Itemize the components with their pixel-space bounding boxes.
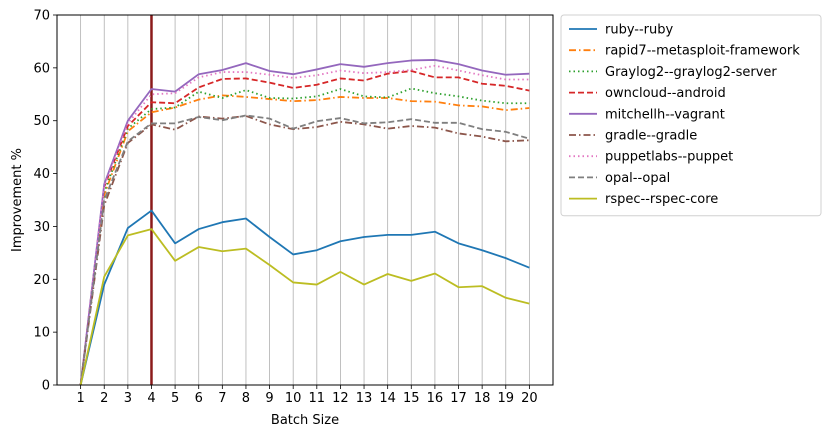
vertical-grid xyxy=(80,15,530,385)
series-line-puppetlabs-puppet xyxy=(79,64,530,386)
series-line-mitchellh-vagrant xyxy=(79,59,530,386)
legend-label: ruby--ruby xyxy=(605,23,674,38)
series-line-opal-opal xyxy=(79,114,530,386)
y-tick-label: 10 xyxy=(33,326,50,341)
x-tick-label: 1 xyxy=(76,391,84,406)
y-tick-label: 20 xyxy=(33,273,50,288)
plot-frame xyxy=(56,14,554,386)
x-tick-label: 5 xyxy=(171,391,179,406)
series-lines xyxy=(79,59,530,386)
legend-label: mitchellh--vagrant xyxy=(605,107,725,122)
legend-label: rapid7--metasploit-framework xyxy=(605,44,800,59)
x-tick-label: 20 xyxy=(521,391,538,406)
legend-box xyxy=(560,14,822,217)
x-tick-label: 11 xyxy=(309,391,326,406)
series-line-rapid7-metasploit-framework xyxy=(79,94,530,386)
legend-label: opal--opal xyxy=(605,171,670,186)
x-tick-label: 13 xyxy=(356,391,373,406)
series-line-graylog2-graylog2-server xyxy=(79,87,530,386)
x-tick-label: 8 xyxy=(242,391,250,406)
series-line-owncloud-android xyxy=(79,70,530,386)
x-tick-label: 10 xyxy=(285,391,302,406)
legend-label: puppetlabs--puppet xyxy=(605,150,733,165)
x-tick-label: 17 xyxy=(450,391,467,406)
x-tick-label: 7 xyxy=(218,391,226,406)
y-tick-label: 60 xyxy=(33,61,50,76)
x-tick-label: 15 xyxy=(403,391,420,406)
x-tick-label: 4 xyxy=(147,391,155,406)
x-tick-label: 6 xyxy=(195,391,203,406)
y-axis-label: Improvement % xyxy=(10,148,25,252)
y-tick-label: 70 xyxy=(33,9,50,24)
x-axis-ticks: 1 2 3 4 5 6 7 8 9 10 11 12 13 14 15 16 17 18 19 20 xyxy=(76,385,538,406)
series-line-ruby-ruby xyxy=(79,209,530,386)
y-tick-label: 0 xyxy=(42,379,50,394)
y-tick-label: 40 xyxy=(33,167,50,182)
x-tick-label: 2 xyxy=(100,391,108,406)
legend: ruby--ruby rapid7--metasploit-framework Gr… xyxy=(560,14,822,217)
legend-label: owncloud--android xyxy=(605,86,726,101)
x-tick-label: 9 xyxy=(265,391,273,406)
x-axis-label: Batch Size xyxy=(271,413,339,428)
x-tick-label: 16 xyxy=(427,391,444,406)
x-tick-label: 18 xyxy=(474,391,491,406)
series-line-gradle-gradle xyxy=(79,115,530,386)
x-tick-label: 19 xyxy=(497,391,514,406)
legend-label: Graylog2--graylog2-server xyxy=(605,65,777,80)
y-axis-ticks: 0 10 20 30 40 50 60 70 xyxy=(33,9,57,394)
legend-label: rspec--rspec-core xyxy=(605,192,718,207)
series-line-rspec-rspec-core xyxy=(79,228,530,386)
x-tick-label: 14 xyxy=(379,391,396,406)
x-tick-label: 12 xyxy=(332,391,349,406)
y-tick-label: 50 xyxy=(33,114,50,129)
x-tick-label: 3 xyxy=(124,391,132,406)
legend-label: gradle--gradle xyxy=(605,129,697,144)
y-tick-label: 30 xyxy=(33,220,50,235)
